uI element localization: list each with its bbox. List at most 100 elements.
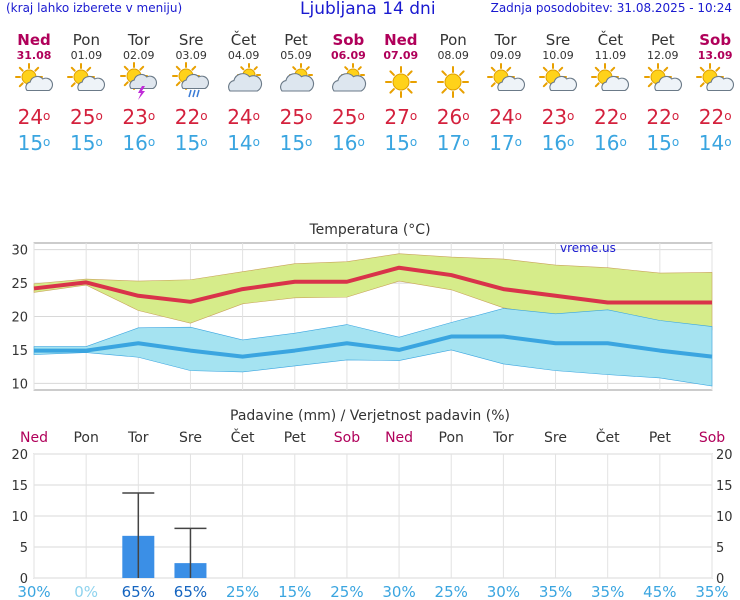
min-temperature: 14o	[698, 131, 732, 155]
day-name: Sob	[699, 31, 732, 49]
max-temperature: 25o	[279, 105, 313, 129]
sun-icon	[427, 62, 479, 104]
precipitation-probability: 65%	[174, 583, 207, 600]
day-column: Ned 31.08 24o 15o	[8, 32, 60, 156]
max-temperature: 26o	[436, 105, 470, 129]
sun-cloud-icon	[60, 62, 112, 104]
cloud-sun-icon	[218, 62, 270, 104]
max-temperature-line	[33, 265, 712, 305]
day-name: Ned	[384, 31, 418, 49]
day-date: 07.09	[383, 49, 419, 62]
day-label: Pon	[73, 430, 98, 446]
y-tick-label: 20	[11, 311, 28, 326]
menu-hint: (kraj lahko izberete v meniju)	[6, 1, 183, 15]
y-tick-label-left: 0	[20, 572, 28, 587]
precipitation-probability: 25%	[435, 583, 468, 600]
temperature-chart-title: Temperatura (°C)	[308, 222, 430, 238]
min-temperature: 16o	[122, 131, 156, 155]
day-date: 09.09	[489, 49, 522, 62]
day-date: 11.09	[594, 49, 627, 62]
y-tick-label-right: 5	[716, 541, 724, 556]
max-temperature: 24o	[489, 105, 522, 129]
precipitation-probability: 35%	[695, 583, 728, 600]
day-column: Čet 11.09 22o 16o	[584, 32, 636, 156]
y-tick-label-left: 20	[11, 448, 28, 463]
day-date: 01.09	[70, 49, 103, 62]
day-name: Sob	[332, 31, 365, 49]
day-date: 10.09	[542, 49, 574, 62]
day-name: Pon	[439, 31, 467, 49]
day-label: Čet	[596, 428, 620, 446]
cloud-sun-icon	[270, 62, 322, 104]
day-label: Sob	[334, 430, 360, 446]
day-date: 31.08	[16, 49, 52, 62]
min-temperature: 14o	[227, 131, 260, 155]
sun-cloud-icon	[689, 62, 740, 104]
day-column: Ned 07.09 27o 15o	[375, 32, 427, 156]
last-update: Zadnja posodobitev: 31.08.2025 - 10:24	[490, 1, 732, 15]
day-label: Ned	[20, 430, 48, 446]
max-temperature: 22o	[698, 105, 732, 129]
day-date: 06.09	[330, 49, 366, 62]
day-column: Pon 01.09 25o 15o	[60, 32, 112, 156]
y-tick-label: 15	[11, 344, 28, 359]
day-label: Čet	[231, 428, 255, 446]
header: (kraj lahko izberete v meniju) Ljubljana…	[0, 0, 740, 22]
max-temperature: 24o	[17, 105, 51, 129]
precipitation-probability: 35%	[539, 583, 572, 600]
max-temperature: 22o	[646, 105, 680, 129]
y-tick-label-left: 5	[20, 541, 28, 556]
cloud-sun-icon	[322, 62, 374, 104]
y-tick-label-left: 10	[11, 510, 28, 525]
sun-cloud-icon	[8, 62, 60, 104]
day-name: Tor	[494, 31, 517, 49]
day-label: Tor	[127, 430, 149, 446]
y-tick-label-right: 15	[716, 479, 733, 494]
min-temperature: 15o	[384, 131, 418, 155]
day-date: 03.09	[175, 49, 207, 62]
day-name: Tor	[127, 31, 150, 49]
max-temperature: 27o	[384, 105, 418, 129]
sun-icon	[375, 62, 427, 104]
min-temperature: 15o	[69, 131, 103, 155]
day-date: 02.09	[123, 49, 155, 62]
max-temperature: 22o	[174, 105, 208, 129]
precipitation-probability: 25%	[226, 583, 259, 600]
max-temperature: 25o	[69, 105, 103, 129]
day-date: 12.09	[647, 49, 679, 62]
min-temperature: 16o	[331, 131, 365, 155]
y-tick-label: 25	[11, 277, 28, 292]
day-name: Pet	[284, 31, 308, 49]
precipitation-probability: 25%	[330, 583, 363, 600]
day-column: Tor 09.09 24o 17o	[480, 32, 532, 156]
day-name: Pon	[72, 31, 100, 49]
page-title: Ljubljana 14 dni	[300, 0, 436, 19]
min-temperature: 15o	[174, 131, 208, 155]
day-name: Čet	[230, 31, 257, 49]
max-temperature: 22o	[593, 105, 627, 129]
day-column: Čet 04.09 24o 14o	[218, 32, 270, 156]
sun-cloud-icon	[584, 62, 636, 104]
day-name: Sre	[545, 31, 571, 49]
precipitation-probability: 65%	[122, 583, 155, 600]
sun-cloud-icon	[480, 62, 532, 104]
max-temperature: 23o	[122, 105, 156, 129]
min-temperature: 15o	[646, 131, 680, 155]
min-temperature: 16o	[593, 131, 627, 155]
sun-cloud-icon	[637, 62, 689, 104]
max-temperature: 24o	[227, 105, 260, 129]
sun-cloud-icon	[532, 62, 584, 104]
precipitation-probability: 30%	[17, 583, 50, 600]
precipitation-probability: 15%	[278, 583, 311, 600]
min-temperature: 16o	[541, 131, 575, 155]
day-label: Pet	[649, 430, 672, 446]
thunderstorm-icon	[113, 62, 165, 104]
precipitation-probability: 0%	[74, 583, 98, 600]
temperature-chart: Temperatura (°C) 10 15 20 25 30 vreme.us	[11, 222, 713, 392]
max-temperature: 25o	[331, 105, 365, 129]
day-label: Tor	[492, 430, 514, 446]
day-column: Pet 05.09 25o 15o	[270, 32, 322, 156]
day-date: 08.09	[437, 49, 469, 62]
day-column: Sre 10.09 23o 16o	[532, 32, 584, 156]
y-tick-label-right: 0	[716, 572, 724, 587]
